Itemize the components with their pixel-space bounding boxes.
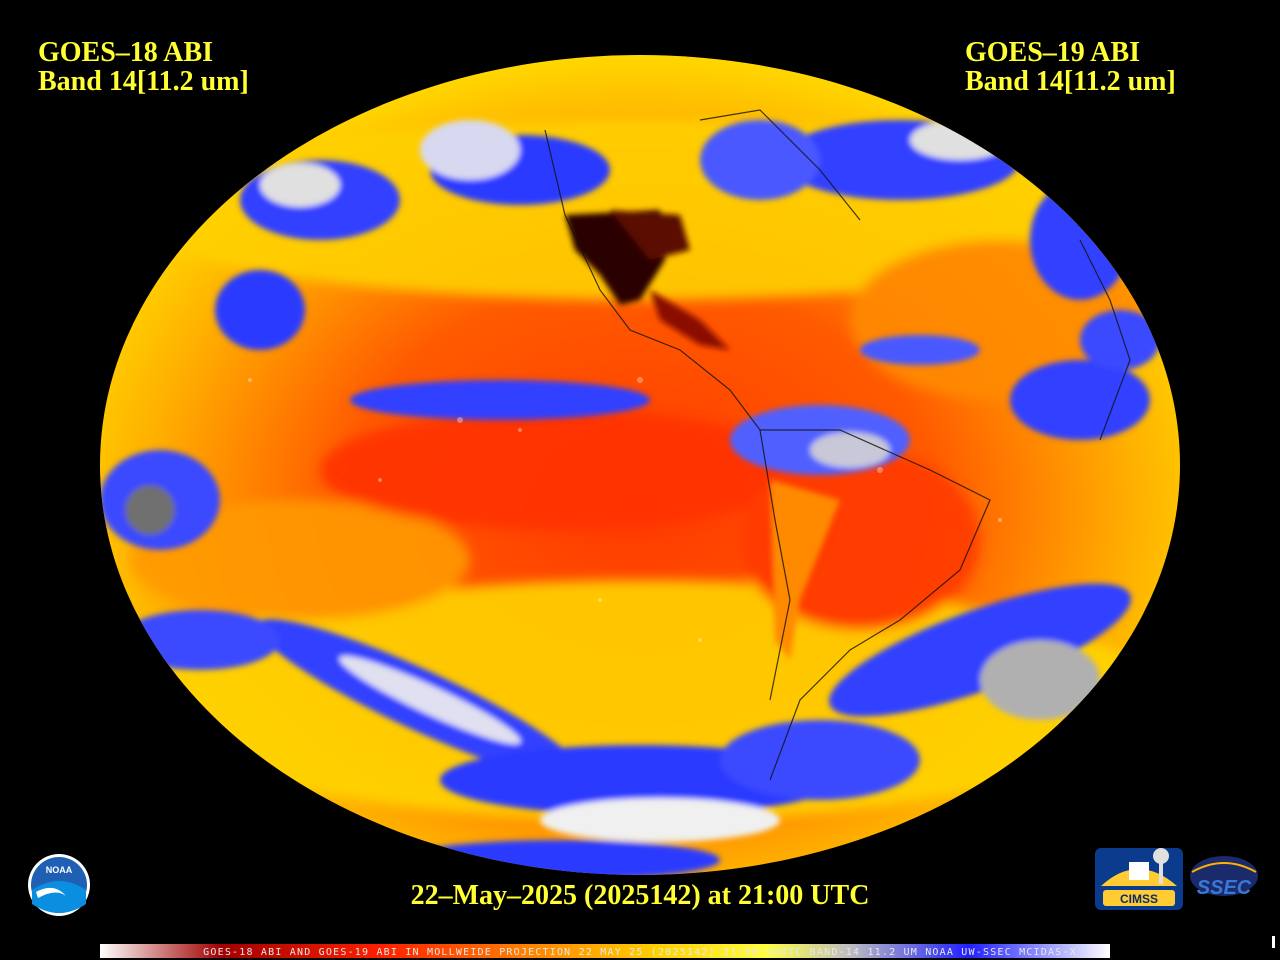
header-right-satellite: GOES–19 ABI	[965, 37, 1141, 68]
temperature-colorbar	[100, 944, 1110, 958]
svg-text:CIMSS: CIMSS	[1120, 892, 1158, 906]
svg-text:NOAA: NOAA	[46, 865, 73, 875]
date-caption: 22–May–2025 (2025142) at 21:00 UTC	[410, 880, 870, 911]
header-right-band: Band 14[11.2 um]	[965, 66, 1176, 97]
ssec-logo-icon: SSEC	[1190, 856, 1258, 899]
footer-caption: GOES-18 ABI AND GOES-19 ABI IN MOLLWEIDE…	[203, 947, 1077, 958]
cimss-logo-icon: CIMSS	[1095, 848, 1183, 910]
svg-text:SSEC: SSEC	[1197, 877, 1252, 899]
corner-tick	[1272, 936, 1275, 948]
header-left-band: Band 14[11.2 um]	[38, 66, 249, 97]
header-right: GOES–19 ABI Band 14[11.2 um]	[965, 38, 1176, 96]
header-left: GOES–18 ABI Band 14[11.2 um]	[38, 38, 249, 96]
header-left-satellite: GOES–18 ABI	[38, 37, 214, 68]
noaa-logo-icon: NOAA	[28, 854, 90, 916]
